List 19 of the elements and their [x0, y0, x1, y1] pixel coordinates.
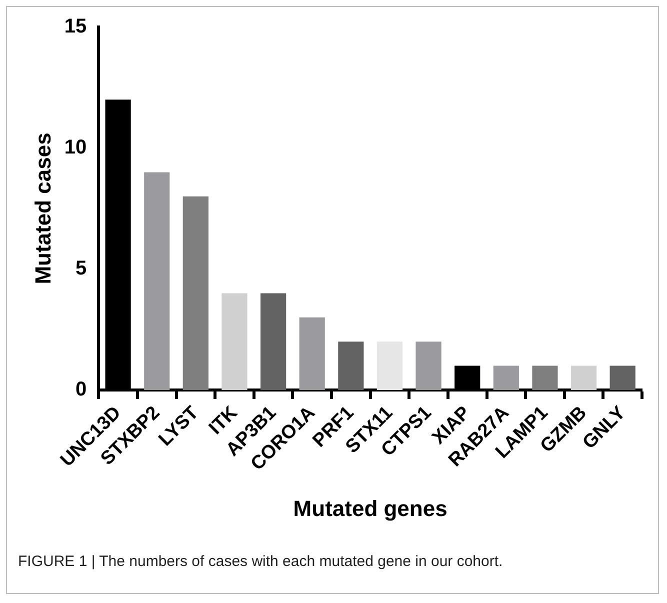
- bar: [416, 342, 442, 390]
- y-tick-label: 0: [76, 378, 87, 401]
- x-axis-title: Mutated genes: [293, 496, 448, 521]
- bar: [260, 293, 286, 390]
- bar: [610, 366, 636, 390]
- caption: FIGURE 1 | The numbers of cases with each mutated gene in our cohort.: [18, 553, 504, 570]
- bar: [144, 172, 170, 390]
- y-tick-label: 5: [76, 258, 87, 280]
- bar: [182, 196, 208, 390]
- bar: [570, 366, 597, 390]
- bar: [338, 342, 364, 390]
- y-tick-label: 15: [64, 16, 87, 38]
- bar: [376, 342, 403, 390]
- bar: [493, 366, 519, 390]
- y-axis-title: Mutated cases: [30, 132, 56, 284]
- bar: [299, 317, 325, 390]
- y-tick-label: 10: [64, 136, 87, 159]
- bar: [222, 293, 248, 390]
- bar: [532, 366, 558, 390]
